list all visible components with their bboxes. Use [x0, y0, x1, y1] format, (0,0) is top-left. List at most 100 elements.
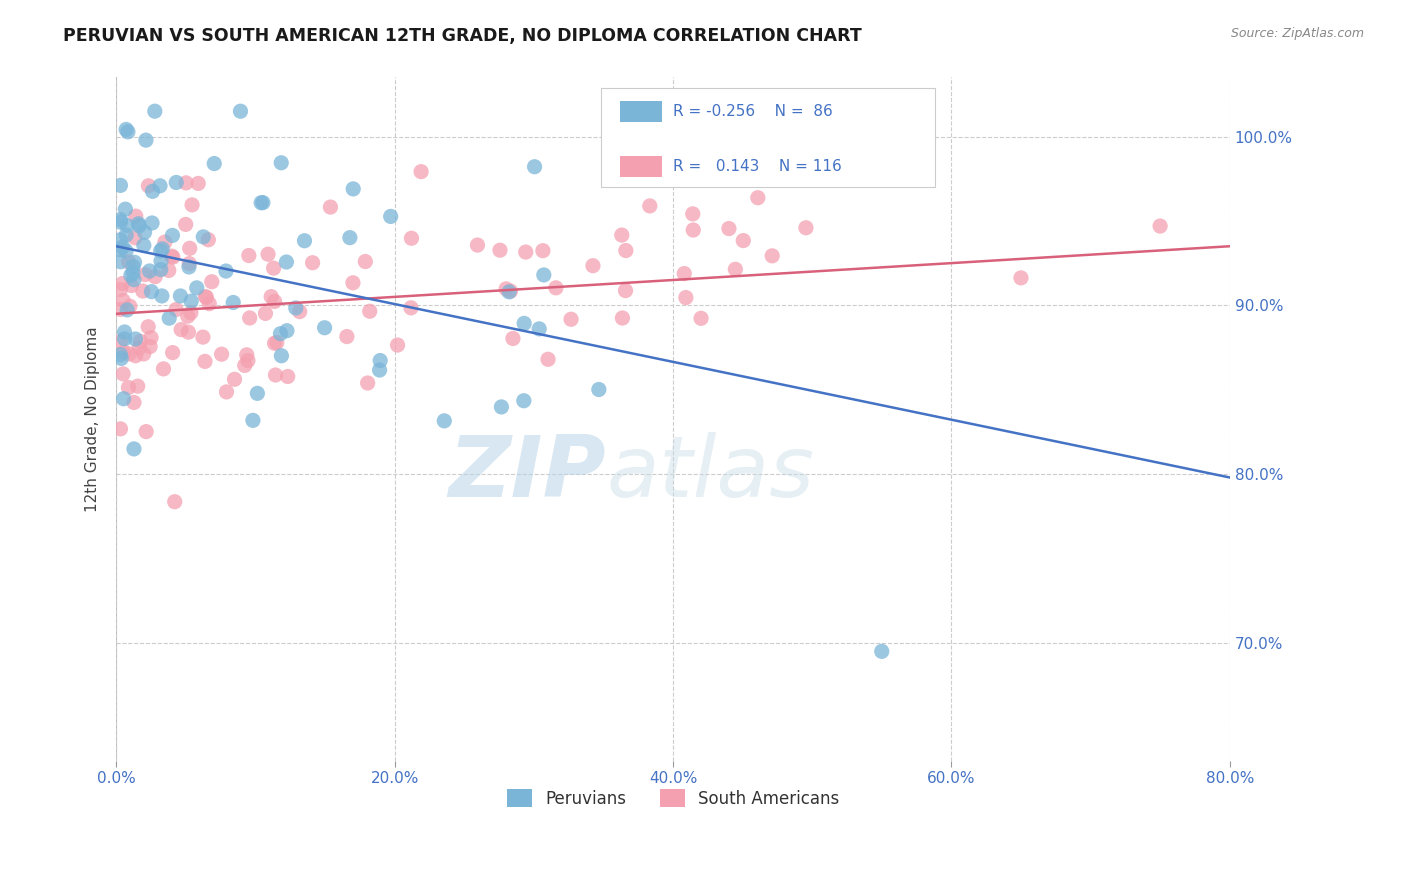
Point — [761, 249, 783, 263]
Text: Source: ZipAtlas.com: Source: ZipAtlas.com — [1230, 27, 1364, 40]
Point — [124, 255, 146, 269]
Point — [239, 310, 262, 325]
Point — [180, 294, 202, 309]
Point — [110, 302, 132, 317]
Point — [387, 338, 409, 352]
Point — [177, 325, 200, 339]
Point — [124, 349, 146, 363]
Point — [224, 372, 246, 386]
Y-axis label: 12th Grade, No Diploma: 12th Grade, No Diploma — [86, 326, 100, 512]
FancyBboxPatch shape — [620, 102, 662, 122]
Point — [135, 425, 157, 439]
Point — [257, 247, 280, 261]
Point — [277, 369, 299, 384]
Point — [128, 217, 150, 231]
Point — [533, 268, 555, 282]
Point — [211, 347, 233, 361]
Point — [491, 400, 513, 414]
Point — [143, 269, 166, 284]
Point — [215, 264, 238, 278]
Point — [110, 334, 132, 349]
Point — [495, 282, 517, 296]
Point — [675, 291, 697, 305]
Point — [263, 294, 285, 309]
Point — [150, 242, 173, 256]
Point — [269, 326, 291, 341]
Point — [588, 383, 610, 397]
Point — [294, 234, 316, 248]
Text: R = -0.256    N =  86: R = -0.256 N = 86 — [673, 104, 832, 120]
Point — [179, 256, 201, 270]
Point — [110, 243, 132, 257]
Point — [288, 304, 311, 318]
Point — [110, 422, 132, 436]
Point — [560, 312, 582, 326]
Point — [229, 104, 252, 119]
Point — [162, 228, 184, 243]
Point — [359, 304, 381, 318]
Point — [135, 133, 157, 147]
Point — [139, 331, 162, 345]
Point — [118, 299, 141, 313]
Point — [112, 293, 135, 308]
Point — [235, 348, 257, 362]
Point — [198, 296, 221, 310]
Point — [531, 244, 554, 258]
Point — [197, 233, 219, 247]
Point — [682, 207, 704, 221]
Point — [177, 260, 200, 274]
Point — [111, 277, 134, 291]
Point — [252, 195, 274, 210]
Point — [544, 281, 567, 295]
Point — [342, 182, 364, 196]
Point — [238, 248, 260, 262]
Point — [152, 362, 174, 376]
Point — [266, 335, 288, 350]
Point — [409, 164, 432, 178]
Point — [150, 289, 173, 303]
Point — [112, 345, 135, 359]
Point — [319, 200, 342, 214]
Text: ZIP: ZIP — [449, 433, 606, 516]
Point — [250, 195, 273, 210]
Point — [127, 379, 149, 393]
Point — [110, 212, 132, 227]
Point — [194, 354, 217, 368]
Point — [527, 322, 550, 336]
Point — [356, 376, 378, 390]
Point — [162, 250, 184, 264]
Point — [141, 285, 163, 299]
Point — [174, 176, 197, 190]
Text: atlas: atlas — [606, 433, 814, 516]
Point — [124, 231, 146, 245]
Point — [498, 285, 520, 299]
Point — [111, 240, 134, 254]
Point — [233, 359, 256, 373]
Point — [122, 265, 145, 279]
Point — [202, 156, 225, 170]
Point — [122, 395, 145, 409]
Point — [502, 331, 524, 345]
Point — [336, 329, 359, 343]
Point — [276, 255, 298, 269]
Point — [132, 284, 155, 298]
Legend: Peruvians, South Americans: Peruvians, South Americans — [501, 783, 846, 814]
Point — [120, 278, 142, 293]
Point — [301, 256, 323, 270]
Point — [115, 228, 138, 243]
Point — [143, 104, 166, 119]
Point — [614, 284, 637, 298]
Point — [122, 442, 145, 456]
Point — [170, 322, 193, 336]
Point — [110, 178, 132, 193]
Point — [141, 185, 163, 199]
Point — [115, 244, 138, 258]
Point — [254, 306, 277, 320]
Point — [165, 176, 187, 190]
Point — [181, 198, 204, 212]
Point — [165, 302, 187, 317]
Point — [499, 284, 522, 298]
Point — [433, 414, 456, 428]
Point — [673, 267, 696, 281]
Point — [169, 289, 191, 303]
